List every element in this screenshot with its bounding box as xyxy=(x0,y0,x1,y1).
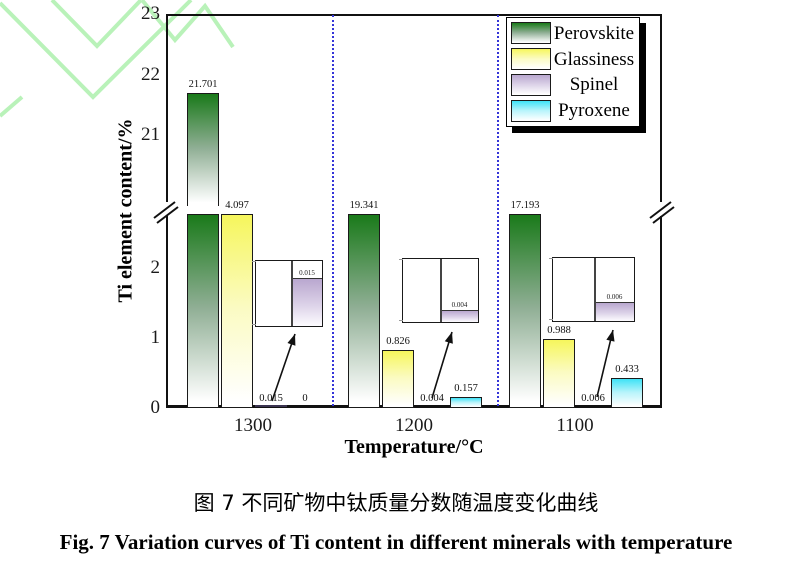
bar-spinel-1300 xyxy=(255,405,287,407)
legend-label: Glassiness xyxy=(553,48,635,70)
inset-value-label: 0.015 xyxy=(299,269,315,277)
inset-spinel-bar xyxy=(441,310,478,322)
legend-swatch-pyroxene xyxy=(511,99,551,122)
bar-value-label-glassiness-1200: 0.826 xyxy=(386,336,410,348)
y-tick-label: 23 xyxy=(141,3,160,24)
y-tick-label: 0 xyxy=(150,397,161,418)
legend-swatch-perovskite xyxy=(511,22,551,45)
bar-value-label-spinel-1200: 0.004 xyxy=(420,393,444,404)
inset-divider xyxy=(291,261,293,326)
bar-perovskite-1300-lower xyxy=(187,214,219,408)
caption-english: Fig. 7 Variation curves of Ti content in… xyxy=(59,530,733,554)
x-axis-title: Temperature/°C xyxy=(344,436,484,458)
bar-value-label-glassiness-1300: 4.097 xyxy=(225,200,249,211)
legend-swatch-glassiness xyxy=(511,48,551,71)
group-separator-line xyxy=(332,15,334,406)
legend-item-spinel: Spinel xyxy=(509,72,637,97)
bar-value-label-spinel-1300: 0.015 xyxy=(259,393,283,404)
inset-box-1200: 0.004 xyxy=(399,258,479,323)
inset-tick-mark xyxy=(252,261,256,262)
bar-value-label-pyroxene-1100: 0.433 xyxy=(615,363,639,375)
inset-divider xyxy=(440,259,442,322)
y-tick-label: 21 xyxy=(141,124,160,145)
bar-value-label-glassiness-1100: 0.988 xyxy=(547,324,571,336)
inset-spinel-bar xyxy=(595,302,634,321)
bar-perovskite-1300-upper xyxy=(187,92,219,206)
inset-tick-mark xyxy=(252,324,256,325)
legend-item-perovskite: Perovskite xyxy=(509,21,637,46)
inset-tick-mark xyxy=(399,259,403,260)
legend-swatch-spinel xyxy=(511,73,551,96)
inset-box-1300: 0.015 xyxy=(252,260,323,327)
legend-label: Pyroxene xyxy=(558,100,630,122)
inset-value-label: 0.006 xyxy=(606,293,623,301)
x-tick-label: 1300 xyxy=(234,415,272,436)
y-tick-label: 2 xyxy=(150,257,161,278)
bar-value-label-spinel-1100: 0.006 xyxy=(581,393,605,404)
bar-glassiness-1200 xyxy=(382,350,414,408)
inset-value-label: 0.004 xyxy=(451,301,468,309)
legend-item-pyroxene: Pyroxene xyxy=(509,98,637,123)
inset-tick-mark xyxy=(549,319,553,320)
inset-divider xyxy=(594,258,596,321)
y-tick-label: 22 xyxy=(141,63,160,85)
bar-glassiness-1300 xyxy=(221,214,253,408)
chart-area: Ti element content/% Temperature/°C 21 22… xyxy=(114,3,675,458)
journal-watermark-chevrons xyxy=(0,0,235,118)
inset-tick-mark xyxy=(399,320,403,321)
legend-label: Spinel xyxy=(569,74,619,96)
bar-value-label-perovskite-1300: 21.701 xyxy=(188,78,218,90)
bar-value-label-pyroxene-1300: 0 xyxy=(302,393,308,404)
caption-chinese: 图 7 不同矿物中钛质量分数随温度变化曲线 xyxy=(193,491,599,515)
bar-value-label-perovskite-1100: 17.193 xyxy=(510,200,540,211)
bar-pyroxene-1200 xyxy=(450,397,482,408)
bar-perovskite-1200 xyxy=(348,214,380,408)
inset-tick-mark xyxy=(549,258,553,259)
group-separator-line xyxy=(497,15,499,406)
legend: Perovskite Glassiness Spinel Pyroxene xyxy=(506,17,640,127)
x-tick-label: 1100 xyxy=(556,415,594,436)
x-tick-label: 1200 xyxy=(395,415,433,436)
y-axis-title: Ti element content/% xyxy=(114,118,137,303)
legend-label: Perovskite xyxy=(553,22,635,44)
bar-perovskite-1100 xyxy=(509,214,541,408)
y-tick-label: 1 xyxy=(150,327,161,348)
inset-box-1100: 0.006 xyxy=(549,257,635,322)
inset-spinel-bar xyxy=(292,278,322,326)
legend-item-glassiness: Glassiness xyxy=(509,47,637,72)
bar-value-label-perovskite-1200: 19.341 xyxy=(349,200,379,211)
bar-glassiness-1100 xyxy=(543,338,575,408)
bar-value-label-pyroxene-1200: 0.157 xyxy=(454,383,478,394)
